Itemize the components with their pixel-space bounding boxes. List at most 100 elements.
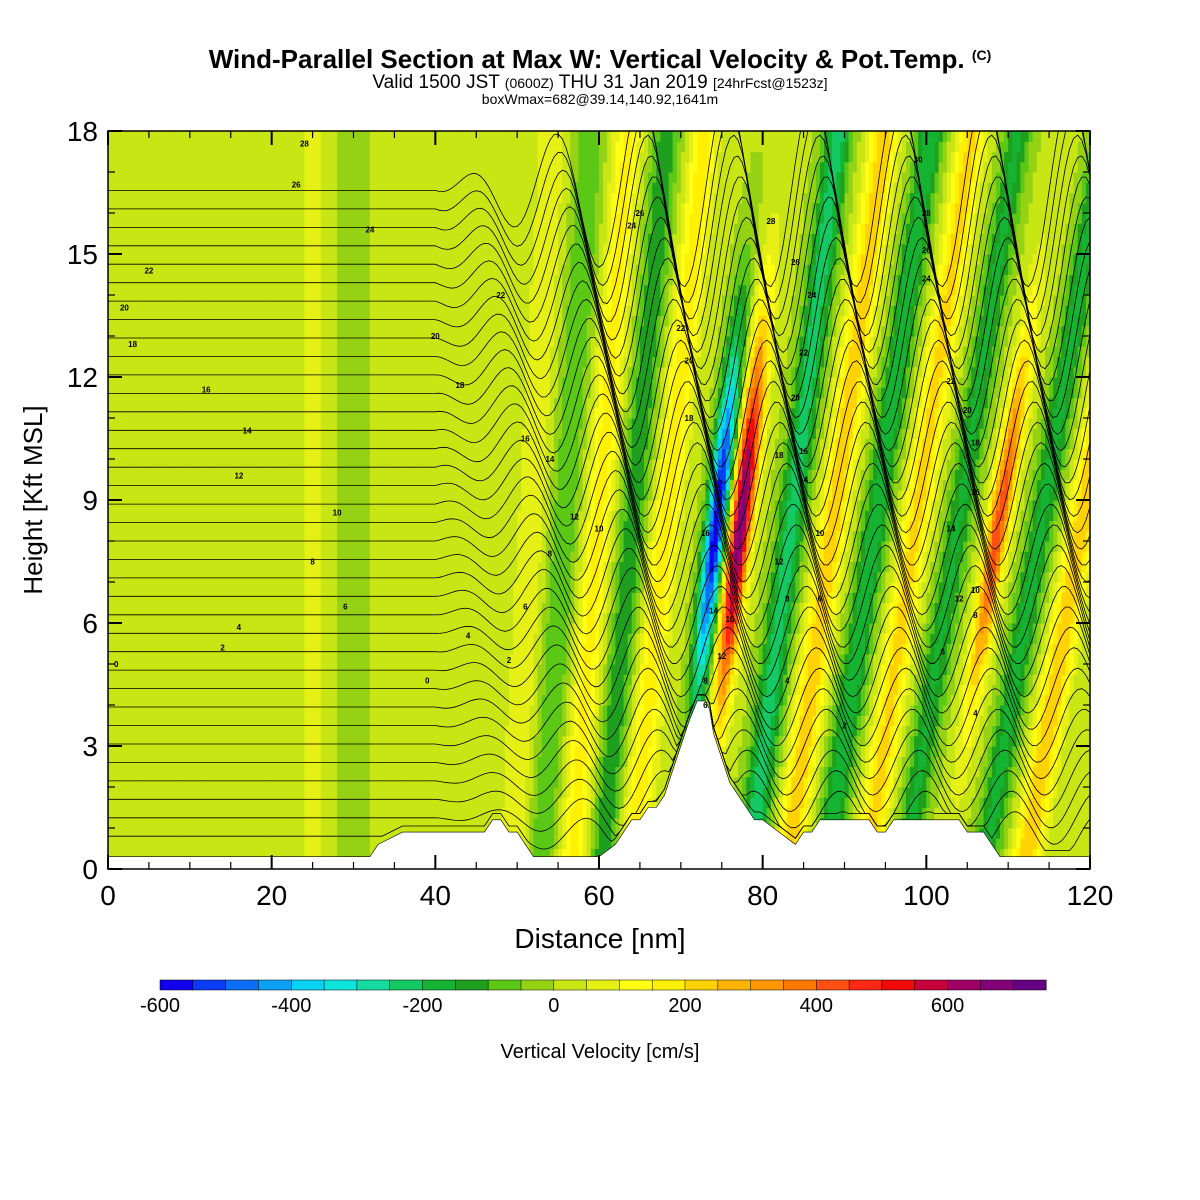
w-cell <box>308 633 314 645</box>
w-cell <box>341 172 346 183</box>
w-cell <box>185 254 191 265</box>
w-cell <box>345 735 350 747</box>
w-cell <box>234 305 240 317</box>
w-cell <box>112 489 117 501</box>
w-cell <box>218 131 224 142</box>
w-cell <box>222 192 228 204</box>
w-cell <box>308 674 314 686</box>
w-cell <box>243 623 248 634</box>
w-cell <box>386 664 391 675</box>
w-cell <box>120 397 125 409</box>
w-cell <box>341 664 346 675</box>
w-cell <box>169 694 175 706</box>
w-cell <box>169 151 175 163</box>
w-cell <box>251 325 256 337</box>
w-cell <box>226 510 232 522</box>
w-cell <box>288 213 293 224</box>
w-cell <box>202 797 207 809</box>
w-cell <box>333 715 338 727</box>
w-cell <box>300 284 305 296</box>
w-cell <box>116 756 121 768</box>
w-cell <box>361 223 367 235</box>
w-cell <box>316 305 322 317</box>
w-cell <box>259 541 265 552</box>
w-cell <box>120 694 125 706</box>
w-cell <box>169 787 175 798</box>
w-cell <box>214 561 220 573</box>
w-cell <box>193 161 199 173</box>
w-cell <box>238 254 244 265</box>
w-cell <box>304 448 310 460</box>
w-cell <box>283 366 289 378</box>
w-cell <box>357 407 363 419</box>
w-cell <box>214 787 220 798</box>
w-cell <box>189 243 195 255</box>
w-cell <box>345 664 350 675</box>
w-cell <box>378 602 383 614</box>
w-cell <box>206 151 211 163</box>
w-cell <box>341 705 346 716</box>
w-cell <box>263 592 269 604</box>
w-cell <box>230 254 236 265</box>
w-cell <box>312 192 318 204</box>
w-cell <box>271 305 277 317</box>
w-cell <box>210 325 215 337</box>
w-cell <box>234 776 240 788</box>
w-cell <box>247 161 252 173</box>
w-cell <box>169 131 175 142</box>
w-cell <box>304 479 310 491</box>
w-cell <box>288 500 293 511</box>
w-cell <box>132 489 138 501</box>
w-cell <box>296 202 301 214</box>
w-cell <box>124 336 130 347</box>
w-cell <box>361 510 367 522</box>
w-cell <box>292 346 297 358</box>
w-cell <box>329 694 334 706</box>
w-cell <box>320 633 326 645</box>
w-cell <box>263 848 269 860</box>
w-cell <box>300 131 305 142</box>
w-cell <box>251 633 256 645</box>
w-cell <box>288 541 293 552</box>
w-cell <box>214 366 220 378</box>
w-cell <box>116 356 121 368</box>
w-cell <box>148 500 154 511</box>
w-cell <box>353 141 359 153</box>
w-cell <box>128 489 134 501</box>
w-cell <box>230 684 236 696</box>
w-cell <box>120 182 125 194</box>
w-cell <box>386 653 391 665</box>
w-cell <box>374 756 379 768</box>
w-cell <box>112 612 117 624</box>
w-cell <box>169 664 175 675</box>
w-cell <box>353 325 359 337</box>
w-cell <box>365 653 371 665</box>
w-cell <box>132 653 138 665</box>
w-cell <box>218 274 224 286</box>
w-cell <box>206 284 211 296</box>
w-cell <box>378 571 383 583</box>
w-cell <box>316 664 322 675</box>
w-cell <box>230 653 236 665</box>
w-cell <box>218 284 224 296</box>
w-cell <box>161 243 166 255</box>
w-cell <box>279 366 285 378</box>
w-cell <box>341 325 346 337</box>
w-cell <box>218 346 224 358</box>
w-cell <box>185 151 191 163</box>
w-cell <box>357 469 363 481</box>
w-cell <box>378 192 383 204</box>
w-cell <box>300 377 305 388</box>
w-cell <box>337 418 342 429</box>
w-cell <box>333 448 338 460</box>
w-cell <box>144 315 150 327</box>
w-cell <box>189 510 195 522</box>
w-cell <box>148 633 154 645</box>
w-cell <box>275 223 281 235</box>
w-cell <box>148 223 154 235</box>
w-cell <box>202 694 207 706</box>
w-cell <box>251 664 256 675</box>
w-cell <box>222 346 228 358</box>
w-cell <box>243 571 248 583</box>
w-cell <box>116 141 121 153</box>
